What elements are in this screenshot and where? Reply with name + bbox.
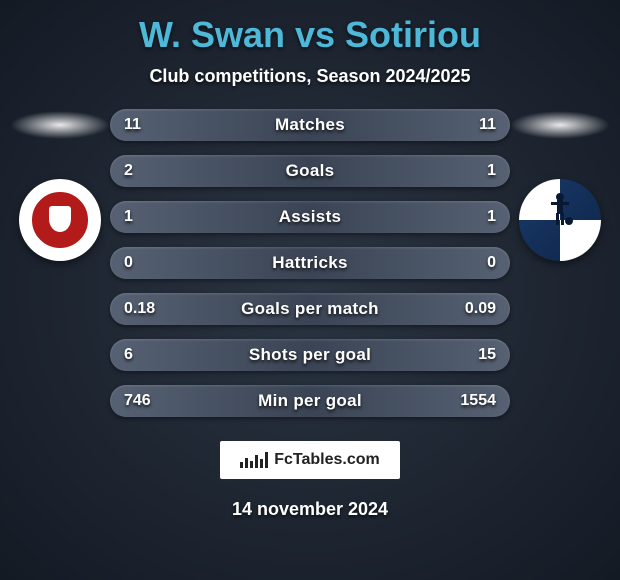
shield-icon xyxy=(49,206,71,232)
club-badge-left xyxy=(19,179,101,261)
avatar-placeholder-left xyxy=(10,111,110,139)
pirate-figure-icon xyxy=(545,191,575,231)
stat-value-right: 11 xyxy=(479,116,496,134)
stat-label: Goals per match xyxy=(241,299,379,319)
club-badge-right xyxy=(519,179,601,261)
stat-row: 6 Shots per goal 15 xyxy=(110,339,510,371)
stat-value-left: 0.18 xyxy=(124,300,155,318)
stat-value-right: 0 xyxy=(487,254,496,272)
stat-value-left: 1 xyxy=(124,208,133,226)
compare-area: 11 Matches 11 2 Goals 1 1 Assists 1 0 Ha… xyxy=(0,109,620,417)
stat-row: 746 Min per goal 1554 xyxy=(110,385,510,417)
brand-box[interactable]: FcTables.com xyxy=(220,441,400,479)
stat-label: Min per goal xyxy=(258,391,362,411)
date-label: 14 november 2024 xyxy=(0,499,620,520)
player-right-column xyxy=(500,109,620,261)
stat-label: Hattricks xyxy=(272,253,347,273)
stat-value-right: 1554 xyxy=(460,392,496,410)
page-title: W. Swan vs Sotiriou xyxy=(0,0,620,56)
stat-label: Goals xyxy=(286,161,335,181)
stat-value-left: 11 xyxy=(124,116,141,134)
brand-text: FcTables.com xyxy=(274,451,380,469)
stat-label: Matches xyxy=(275,115,345,135)
stats-rows: 11 Matches 11 2 Goals 1 1 Assists 1 0 Ha… xyxy=(110,109,510,417)
avatar-placeholder-right xyxy=(510,111,610,139)
stat-row: 2 Goals 1 xyxy=(110,155,510,187)
stat-row: 11 Matches 11 xyxy=(110,109,510,141)
bar-chart-icon xyxy=(240,452,268,468)
stat-value-left: 6 xyxy=(124,346,133,364)
stat-value-left: 0 xyxy=(124,254,133,272)
page-subtitle: Club competitions, Season 2024/2025 xyxy=(0,66,620,87)
stat-value-right: 1 xyxy=(487,208,496,226)
stat-row: 1 Assists 1 xyxy=(110,201,510,233)
stat-value-right: 0.09 xyxy=(465,300,496,318)
stat-label: Assists xyxy=(279,207,342,227)
club-badge-left-inner xyxy=(29,189,91,251)
stat-value-left: 746 xyxy=(124,392,151,410)
stat-value-left: 2 xyxy=(124,162,133,180)
stat-row: 0 Hattricks 0 xyxy=(110,247,510,279)
stat-value-right: 1 xyxy=(487,162,496,180)
player-left-column xyxy=(0,109,120,261)
stat-label: Shots per goal xyxy=(249,345,371,365)
stat-row: 0.18 Goals per match 0.09 xyxy=(110,293,510,325)
stat-value-right: 15 xyxy=(478,346,496,364)
